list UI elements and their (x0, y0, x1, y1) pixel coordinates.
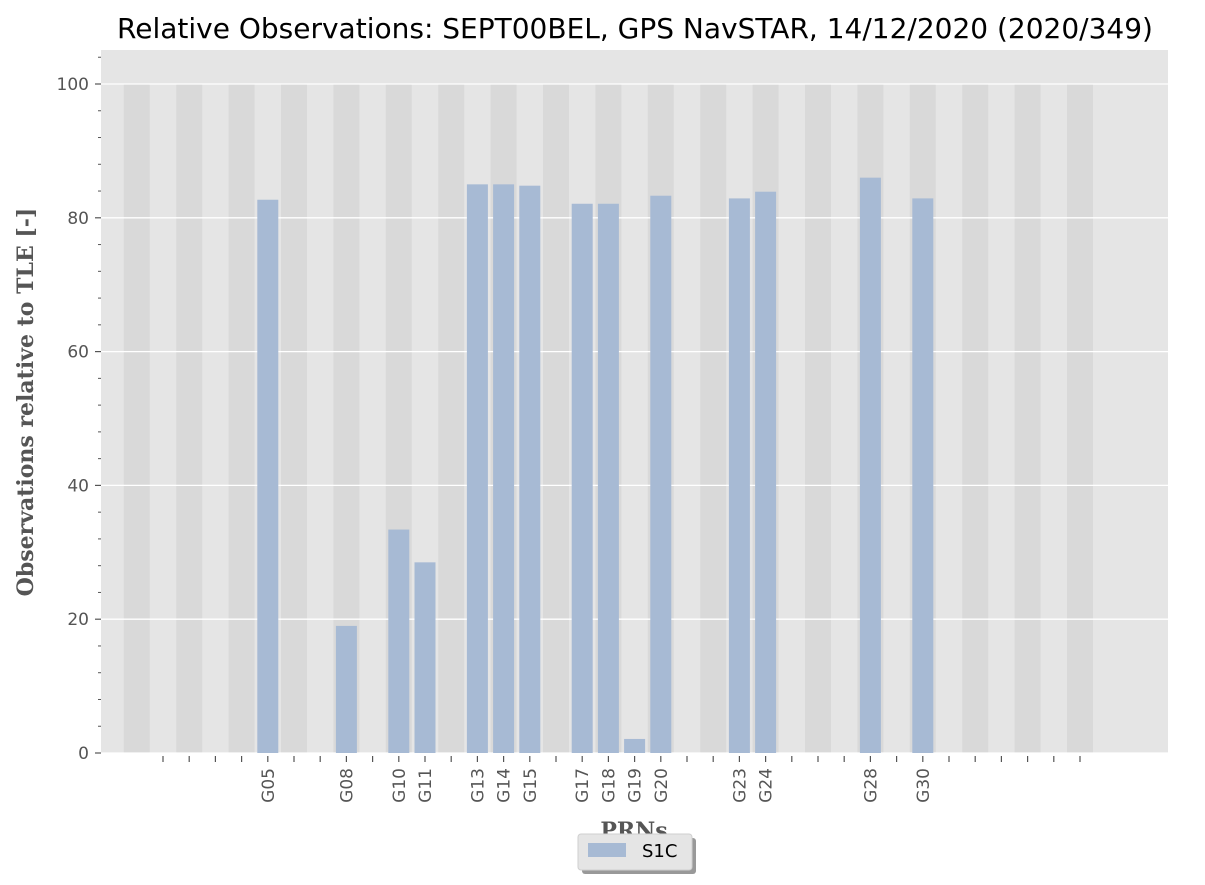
x-tick-label: G23 (730, 768, 750, 803)
chart-title: Relative Observations: SEPT00BEL, GPS Na… (117, 12, 1153, 45)
bar-g18 (597, 203, 619, 754)
y-tick-label: 20 (67, 610, 89, 630)
bars (257, 177, 934, 754)
slot-band (123, 84, 150, 753)
x-tick-label: G17 (573, 768, 593, 803)
plot-background (101, 50, 1168, 753)
bar-g10 (388, 529, 410, 753)
slot-band (962, 84, 989, 753)
y-tick-label: 0 (78, 744, 89, 764)
slot-band (1014, 84, 1041, 753)
bar-g23 (728, 198, 750, 754)
bar-g05 (257, 199, 279, 753)
x-tick-label: G19 (626, 768, 646, 803)
y-tick-label: 60 (67, 343, 89, 363)
legend-swatch (588, 843, 626, 857)
x-tick-label: G13 (468, 768, 488, 803)
bar-g19 (624, 738, 646, 753)
x-tick-label: G14 (495, 768, 515, 803)
bar-g08 (335, 625, 357, 753)
slot-band (176, 84, 203, 753)
slot-band (228, 84, 255, 753)
bar-g11 (414, 562, 436, 753)
y-tick-label: 80 (67, 209, 89, 229)
slot-band (281, 84, 307, 753)
x-tick-label: G15 (521, 768, 541, 803)
bar-g28 (859, 177, 881, 753)
legend: S1C (577, 833, 696, 874)
slot-band (438, 84, 465, 753)
bar-g15 (519, 185, 541, 754)
x-axis: G05 G08 G10 G11 G13 G14 G15 G17 G18 G19 G20 G23 G24 G… (162, 756, 1081, 803)
y-tick-label: 100 (57, 75, 89, 95)
slot-band (805, 84, 831, 753)
slot-band (1067, 84, 1093, 753)
bar-g13 (466, 184, 488, 754)
legend-label: S1C (642, 841, 677, 862)
x-tick-label: G18 (599, 768, 619, 803)
bar-g14 (493, 184, 515, 754)
bar-g20 (650, 195, 672, 753)
slot-band (700, 84, 727, 753)
bar-g24 (755, 191, 777, 754)
x-tick-label: G08 (337, 768, 357, 803)
bar-g30 (912, 198, 934, 754)
x-tick-label: G05 (259, 768, 279, 803)
x-tick-label: G10 (390, 768, 410, 803)
x-tick-label: G28 (861, 768, 881, 803)
y-axis: 0 20 40 60 80 100 (57, 56, 101, 764)
x-tick-label: G20 (652, 768, 672, 803)
x-tick-label: G24 (757, 768, 777, 803)
y-axis-label: Observations relative to TLE [-] (13, 208, 39, 597)
y-tick-label: 40 (67, 476, 89, 496)
slot-band (543, 84, 569, 753)
bar-g17 (571, 203, 593, 754)
x-tick-label: G30 (914, 768, 934, 803)
x-tick-label: G11 (416, 768, 436, 803)
